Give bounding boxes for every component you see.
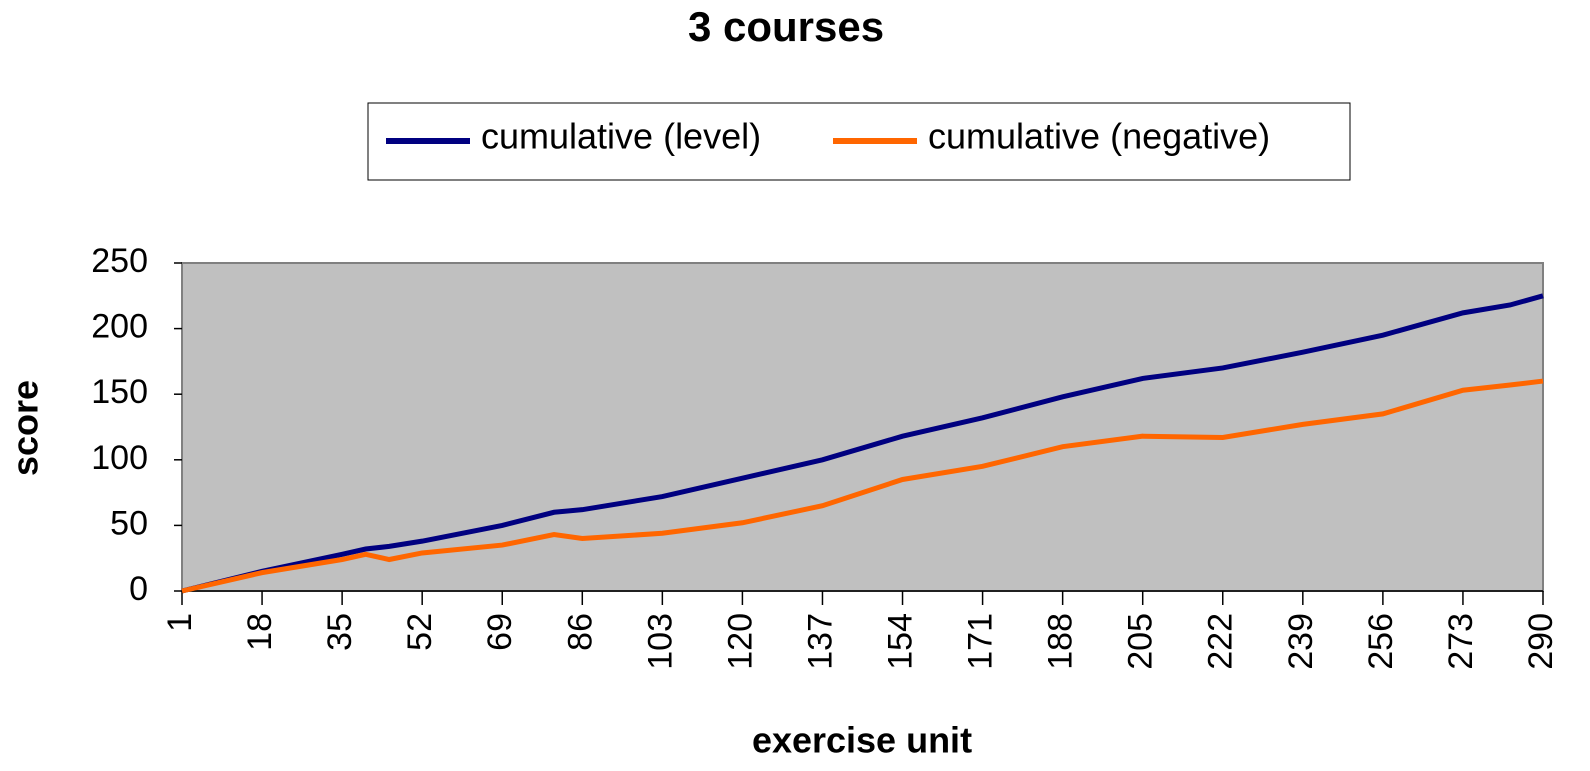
plot-area (181, 262, 1544, 592)
legend-label: cumulative (level) (481, 116, 761, 157)
x-tick-label: 290 (1522, 613, 1560, 670)
y-tick-label: 150 (91, 373, 148, 411)
x-tick-label: 120 (721, 613, 759, 670)
y-tick-label: 100 (91, 439, 148, 477)
x-tick-label: 35 (321, 613, 359, 651)
x-tick-label: 188 (1042, 613, 1080, 670)
x-tick-label: 18 (241, 613, 279, 651)
x-tick-label: 1 (161, 613, 199, 632)
chart-title: 3 courses (688, 3, 884, 50)
y-tick-label: 0 (129, 570, 148, 608)
y-tick-label: 250 (91, 242, 148, 280)
x-tick-label: 239 (1282, 613, 1320, 670)
x-tick-label: 256 (1362, 613, 1400, 670)
x-tick-label: 52 (401, 613, 439, 651)
x-tick-label: 154 (882, 613, 920, 670)
x-tick-label: 103 (641, 613, 679, 670)
x-tick-label: 69 (481, 613, 519, 651)
series-line (181, 293, 1544, 594)
series-line (181, 378, 1544, 594)
x-tick-label: 171 (962, 613, 1000, 670)
x-tick-label: 273 (1442, 613, 1480, 670)
x-tick-label: 205 (1122, 613, 1160, 670)
y-tick-label: 50 (110, 504, 148, 542)
x-tick-label: 222 (1202, 613, 1240, 670)
y-tick-label: 200 (91, 308, 148, 346)
legend-label: cumulative (negative) (928, 116, 1270, 157)
x-axis-title: exercise unit (752, 720, 972, 761)
y-axis-title: score (5, 380, 46, 476)
x-tick-label: 137 (801, 613, 839, 670)
x-tick-label: 86 (561, 613, 599, 651)
